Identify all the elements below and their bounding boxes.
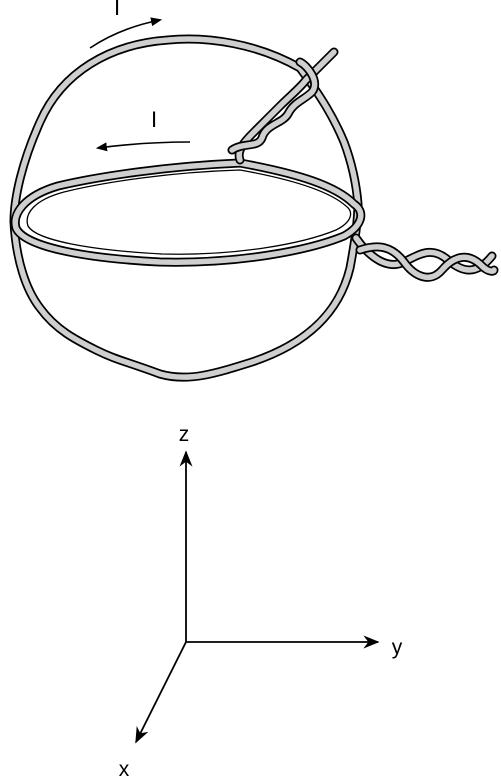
upper-lead-strand-b xyxy=(229,59,318,153)
y-axis-label: y xyxy=(392,636,403,659)
x-axis xyxy=(135,641,187,744)
vertical-loop-outline xyxy=(9,34,363,382)
wire-coil xyxy=(9,34,499,382)
current-middle-group: I xyxy=(95,107,191,152)
horizontal-loop-inner-edge xyxy=(26,169,352,255)
right-lead-strand-a xyxy=(353,235,495,273)
right-lead-strand-b xyxy=(357,244,497,281)
current-top-group: I xyxy=(89,0,163,49)
horizontal-loop-wire xyxy=(12,160,364,265)
current-arrow-middle xyxy=(95,141,191,152)
z-axis-label: z xyxy=(179,423,190,446)
current-label-middle: I xyxy=(151,107,157,132)
x-axis-label: x xyxy=(119,758,130,778)
coordinate-axes: z y x xyxy=(119,423,403,778)
current-label-top: I xyxy=(114,0,120,20)
current-arrow-top xyxy=(89,17,163,49)
